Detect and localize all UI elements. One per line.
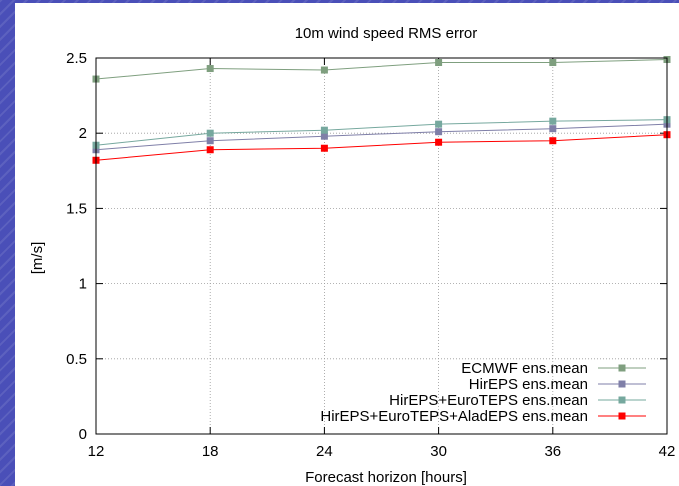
data-point xyxy=(320,144,328,152)
legend-label: ECMWF ens.mean xyxy=(461,360,588,377)
x-tick-label: 36 xyxy=(544,443,561,460)
legend-marker xyxy=(618,412,626,420)
data-point xyxy=(320,126,328,134)
data-point xyxy=(435,59,443,67)
data-point xyxy=(206,129,214,137)
legend-entry: HirEPS+EuroTEPS ens.mean xyxy=(389,392,646,409)
data-point xyxy=(549,125,557,133)
grid xyxy=(96,58,667,434)
y-tick-label: 1.5 xyxy=(66,200,87,217)
series-1 xyxy=(92,56,671,83)
y-axis-label: [m/s] xyxy=(29,242,46,275)
x-tick-label: 12 xyxy=(88,443,105,460)
legend-label: HirEPS+EuroTEPS+AladEPS ens.mean xyxy=(320,408,588,425)
axis-ticks: 12 18 24 30 36 42 0 0.5 1 1.5 2 2.5 xyxy=(66,50,675,460)
y-tick-label: 0 xyxy=(79,426,87,443)
legend-label: HirEPS+EuroTEPS ens.mean xyxy=(389,392,588,409)
legend-label: HirEPS ens.mean xyxy=(469,376,588,393)
data-point xyxy=(206,146,214,154)
data-point xyxy=(549,59,557,67)
data-point xyxy=(320,66,328,74)
data-point xyxy=(435,138,443,146)
series-line xyxy=(95,134,668,161)
plot-frame xyxy=(95,57,668,435)
data-point xyxy=(320,132,328,140)
y-tick-label: 2.5 xyxy=(66,50,87,67)
x-tick-label: 24 xyxy=(316,443,333,460)
x-axis-label: Forecast horizon [hours] xyxy=(305,469,467,486)
series-line xyxy=(95,119,668,146)
legend-entry: HirEPS ens.mean xyxy=(469,376,646,393)
data-point xyxy=(435,120,443,128)
legend-marker xyxy=(618,396,626,404)
data-point xyxy=(206,65,214,73)
x-tick-label: 42 xyxy=(659,443,676,460)
series-line xyxy=(95,59,668,80)
series-3 xyxy=(92,116,671,149)
legend-marker xyxy=(618,364,626,372)
series-layer xyxy=(92,56,671,164)
chart-title: 10m wind speed RMS error xyxy=(295,25,478,42)
data-point xyxy=(549,117,557,125)
chart-panel xyxy=(15,3,679,486)
y-tick-label: 1 xyxy=(79,276,87,293)
data-point xyxy=(435,128,443,136)
x-tick-label: 30 xyxy=(430,443,447,460)
y-tick-label: 0.5 xyxy=(66,351,87,368)
legend-entry: ECMWF ens.mean xyxy=(461,360,646,377)
data-point xyxy=(206,137,214,145)
series-line xyxy=(95,123,668,151)
legend-marker xyxy=(618,380,626,388)
data-point xyxy=(549,137,557,145)
legend-entry: HirEPS+EuroTEPS+AladEPS ens.mean xyxy=(320,408,646,425)
x-tick-label: 18 xyxy=(202,443,219,460)
y-tick-label: 2 xyxy=(79,125,87,142)
